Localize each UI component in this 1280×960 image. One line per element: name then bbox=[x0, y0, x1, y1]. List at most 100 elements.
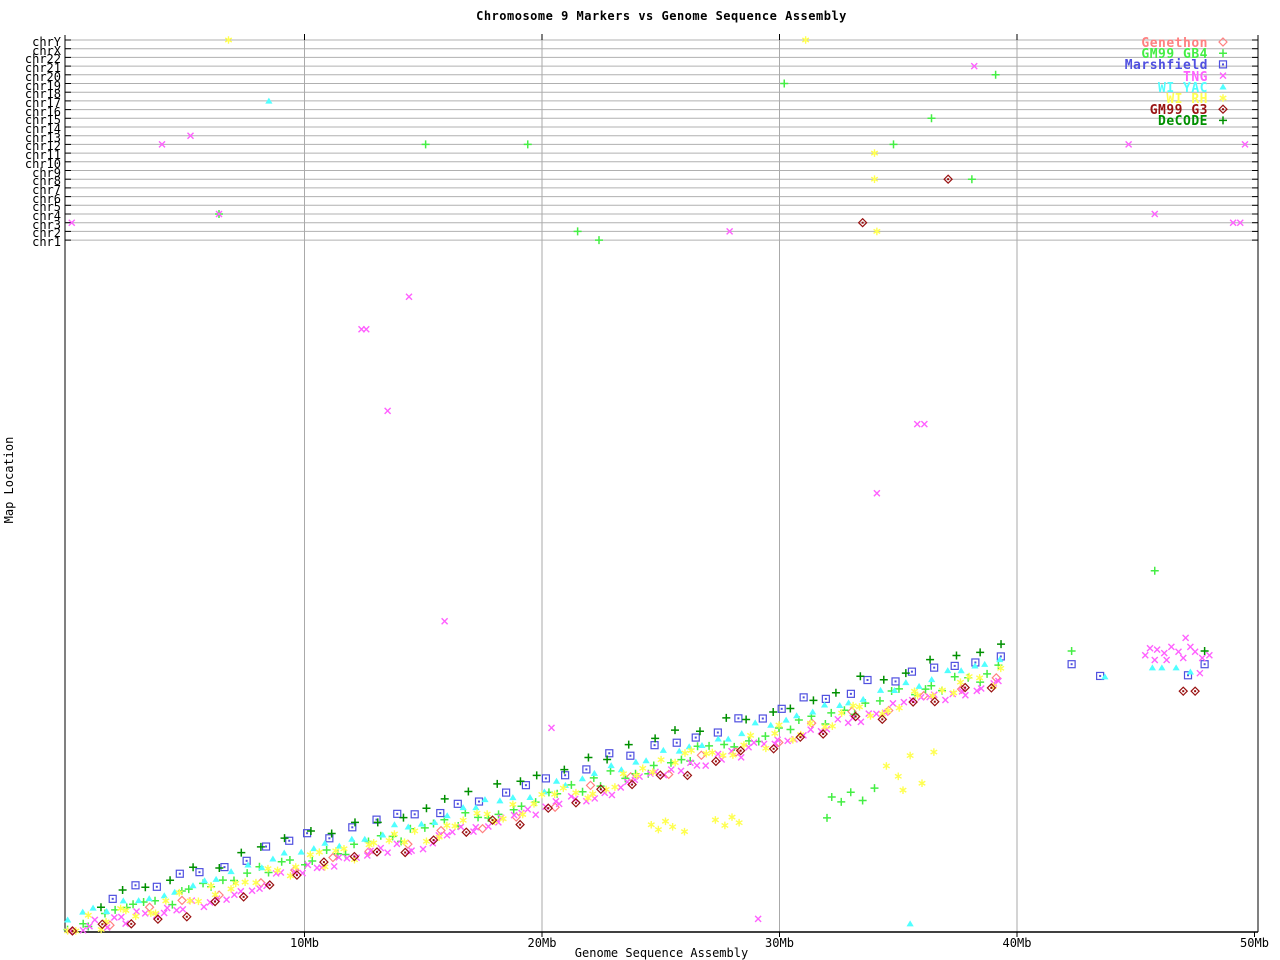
lane-label-chr18: chr18 bbox=[24, 87, 61, 102]
marker-square-dot bbox=[821, 694, 830, 703]
marker-diamond-dot bbox=[428, 835, 439, 845]
marker-square-dot bbox=[521, 781, 531, 790]
marker-x bbox=[173, 906, 181, 914]
marker-triangle bbox=[417, 820, 426, 827]
marker-diamond-dot bbox=[322, 861, 325, 864]
marker-square-dot bbox=[108, 894, 117, 903]
marker-square-dot bbox=[306, 832, 309, 835]
marker-diamond-open bbox=[144, 902, 155, 913]
marker-square-dot bbox=[413, 813, 416, 816]
marker-diamond-dot bbox=[857, 217, 868, 228]
marker-square-dot bbox=[328, 837, 331, 840]
marker-asterisk bbox=[906, 751, 914, 760]
marker-plus bbox=[578, 787, 587, 796]
marker-asterisk bbox=[956, 678, 965, 686]
marker-square-dot bbox=[691, 733, 700, 742]
marker-x bbox=[110, 914, 118, 922]
marker-asterisk bbox=[649, 768, 657, 776]
marker-square-dot bbox=[223, 866, 226, 869]
marker-triangle bbox=[957, 667, 965, 674]
marker-diamond-dot bbox=[659, 774, 662, 777]
marker-plus bbox=[421, 140, 430, 149]
lane-label-chr14: chr14 bbox=[24, 122, 61, 136]
marker-square-dot bbox=[1099, 674, 1102, 677]
marker-asterisk bbox=[837, 709, 846, 717]
marker-x bbox=[510, 811, 518, 819]
marker-diamond-dot bbox=[735, 745, 746, 756]
marker-x bbox=[1175, 648, 1182, 656]
marker-triangle bbox=[782, 716, 790, 723]
marker-diamond-dot bbox=[372, 847, 382, 857]
lane-label-chr2: chr2 bbox=[32, 226, 61, 241]
marker-square-dot bbox=[1218, 60, 1228, 69]
marker-plus bbox=[420, 823, 429, 832]
marker-plus bbox=[950, 672, 959, 681]
x-tick-label: 10Mb bbox=[290, 936, 319, 950]
marker-plus bbox=[705, 741, 714, 750]
marker-x bbox=[994, 677, 1002, 685]
marker-x bbox=[215, 210, 223, 218]
marker-triangle bbox=[496, 797, 504, 804]
marker-plus bbox=[742, 715, 751, 724]
marker-x bbox=[362, 325, 370, 333]
marker-plus bbox=[624, 740, 633, 749]
legend-label-wi-yac: WI YAC bbox=[1158, 80, 1208, 96]
marker-triangle bbox=[996, 656, 1004, 663]
marker-plus bbox=[509, 805, 518, 814]
marker-asterisk bbox=[661, 817, 670, 826]
marker-plus bbox=[229, 876, 238, 885]
legend-label-gm99-g3: GM99 G3 bbox=[1149, 103, 1208, 119]
marker-diamond-dot bbox=[268, 883, 271, 886]
marker-square-dot bbox=[694, 736, 697, 739]
marker-square-dot bbox=[891, 677, 900, 686]
marker-plus bbox=[670, 726, 679, 735]
marker-diamond-open bbox=[696, 750, 707, 761]
x-tick-label: 20Mb bbox=[527, 936, 557, 950]
marker-diamond-dot bbox=[547, 807, 550, 810]
marker-square-dot bbox=[907, 667, 917, 676]
marker-asterisk bbox=[370, 839, 378, 847]
marker-x bbox=[122, 920, 130, 928]
marker-triangle bbox=[119, 897, 127, 904]
marker-square-dot bbox=[758, 714, 767, 723]
marker-x bbox=[133, 907, 141, 915]
marker-diamond-dot bbox=[881, 718, 884, 721]
marker-diamond-dot bbox=[210, 896, 220, 907]
marker-plus bbox=[440, 794, 449, 803]
marker-plus bbox=[983, 669, 992, 678]
marker-plus bbox=[1200, 647, 1209, 656]
marker-x bbox=[667, 766, 675, 774]
marker-square-dot bbox=[544, 777, 547, 780]
marker-asterisk bbox=[708, 748, 716, 757]
marker-plus bbox=[926, 655, 935, 664]
marker-asterisk bbox=[84, 911, 92, 920]
marker-square-dot bbox=[564, 774, 567, 777]
marker-square-dot bbox=[802, 696, 805, 699]
marker-asterisk bbox=[762, 744, 770, 753]
marker-asterisk bbox=[175, 888, 183, 897]
lane-label-chr5: chr5 bbox=[32, 200, 61, 215]
marker-diamond-dot bbox=[960, 682, 970, 693]
marker-triangle bbox=[607, 762, 615, 769]
lane-label-chr13: chr13 bbox=[24, 130, 61, 145]
marker-plus bbox=[327, 829, 336, 838]
marker-diamond-dot bbox=[71, 929, 74, 932]
lane-label-chr8: chr8 bbox=[32, 174, 61, 189]
marker-square-dot bbox=[351, 826, 354, 829]
marker-x bbox=[86, 922, 94, 930]
marker-plus bbox=[651, 734, 660, 743]
marker-asterisk bbox=[224, 36, 233, 44]
marker-asterisk bbox=[340, 844, 348, 853]
marker-asterisk bbox=[884, 706, 892, 715]
marker-x bbox=[555, 800, 563, 808]
marker-diamond-dot bbox=[686, 774, 689, 777]
marker-triangle bbox=[509, 794, 517, 801]
marker-x bbox=[163, 904, 171, 912]
marker-diamond-dot bbox=[943, 174, 953, 185]
marker-x bbox=[524, 805, 532, 813]
marker-diamond-dot bbox=[574, 801, 577, 804]
legend-label-wi-rh: WI RH bbox=[1166, 92, 1208, 107]
marker-diamond-dot bbox=[986, 683, 997, 693]
marker-diamond-open bbox=[436, 825, 446, 836]
marker-asterisk bbox=[365, 840, 373, 849]
